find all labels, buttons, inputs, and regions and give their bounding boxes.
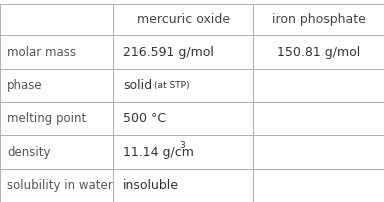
Text: melting point: melting point (7, 112, 86, 125)
Text: 3: 3 (180, 141, 185, 150)
Text: 150.81 g/mol: 150.81 g/mol (277, 45, 360, 59)
Text: solid: solid (123, 79, 152, 92)
Text: (at STP): (at STP) (154, 81, 190, 90)
Text: mercuric oxide: mercuric oxide (137, 13, 230, 26)
Text: insoluble: insoluble (123, 179, 179, 192)
Text: phase: phase (7, 79, 43, 92)
Text: solubility in water: solubility in water (7, 179, 113, 192)
Text: 216.591 g/mol: 216.591 g/mol (123, 45, 214, 59)
Text: iron phosphate: iron phosphate (272, 13, 366, 26)
Text: 11.14 g/cm: 11.14 g/cm (123, 145, 194, 159)
Text: density: density (7, 145, 50, 159)
Text: 500 °C: 500 °C (123, 112, 166, 125)
Text: molar mass: molar mass (7, 45, 76, 59)
